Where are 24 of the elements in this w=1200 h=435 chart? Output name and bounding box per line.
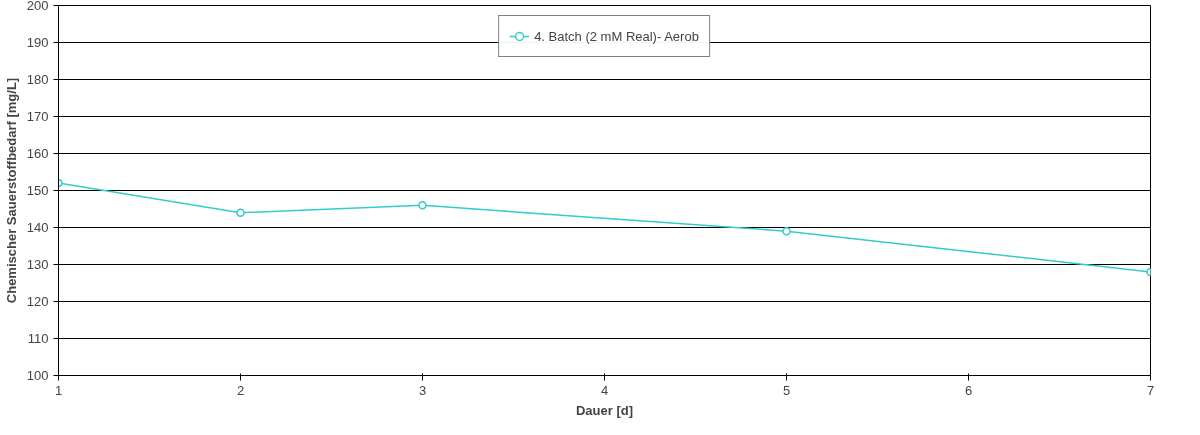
y-tick-label: 180 xyxy=(26,72,49,87)
y-tick-label: 130 xyxy=(26,257,49,272)
point xyxy=(236,208,245,217)
x-tick-label: 4 xyxy=(600,382,609,398)
x-tick-label: 7 xyxy=(1146,382,1155,398)
y-tick-label: 110 xyxy=(27,331,49,346)
y-tick-label: 160 xyxy=(26,146,49,161)
y-tick-label: 190 xyxy=(26,35,49,50)
x-tick-label: 1 xyxy=(54,382,63,398)
y-tick-label: 170 xyxy=(26,109,49,124)
x-tick-label: 6 xyxy=(964,382,973,398)
y-axis-title: Chemischer Sauerstoffbedarf [mg/L] xyxy=(3,77,19,304)
x-tick-label: 3 xyxy=(418,382,427,398)
y-tick-label: 100 xyxy=(26,368,49,383)
y-tick-label: 150 xyxy=(26,183,49,198)
y-tick-label: 140 xyxy=(26,220,49,235)
x-tick-label: 5 xyxy=(782,382,791,398)
legend-label: 4. Batch (2 mM Real)- Aerob xyxy=(534,28,699,44)
point xyxy=(418,201,427,210)
y-tick-label: 200 xyxy=(26,0,49,13)
x-tick-label: 2 xyxy=(236,382,245,398)
y-tick-label: 120 xyxy=(26,294,49,309)
point xyxy=(782,226,791,236)
x-axis-title: Dauer [d] xyxy=(575,402,634,418)
